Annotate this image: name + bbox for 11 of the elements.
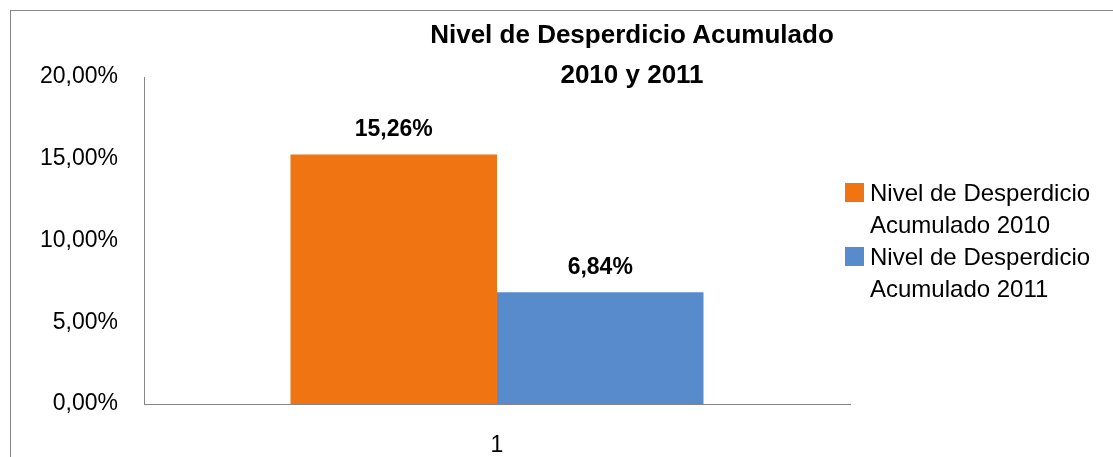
x-tick-label: 1: [490, 431, 504, 457]
data-label: 6,84%: [567, 252, 633, 279]
y-tick-label: 20,00%: [39, 62, 118, 89]
chart-title: Nivel de Desperdicio Acumulado 2010 y 2011: [429, 18, 835, 91]
y-tick-label: 0,00%: [52, 389, 118, 416]
data-label: 15,26%: [354, 114, 433, 141]
y-tick-label: 15,00%: [39, 144, 118, 171]
y-tick-label: 10,00%: [39, 225, 118, 252]
legend-label: Nivel de Desperdicio Acumulado 2011: [870, 242, 1092, 304]
legend-label: Nivel de Desperdicio Acumulado 2010: [870, 178, 1092, 240]
y-tick-label: 5,00%: [52, 307, 118, 334]
